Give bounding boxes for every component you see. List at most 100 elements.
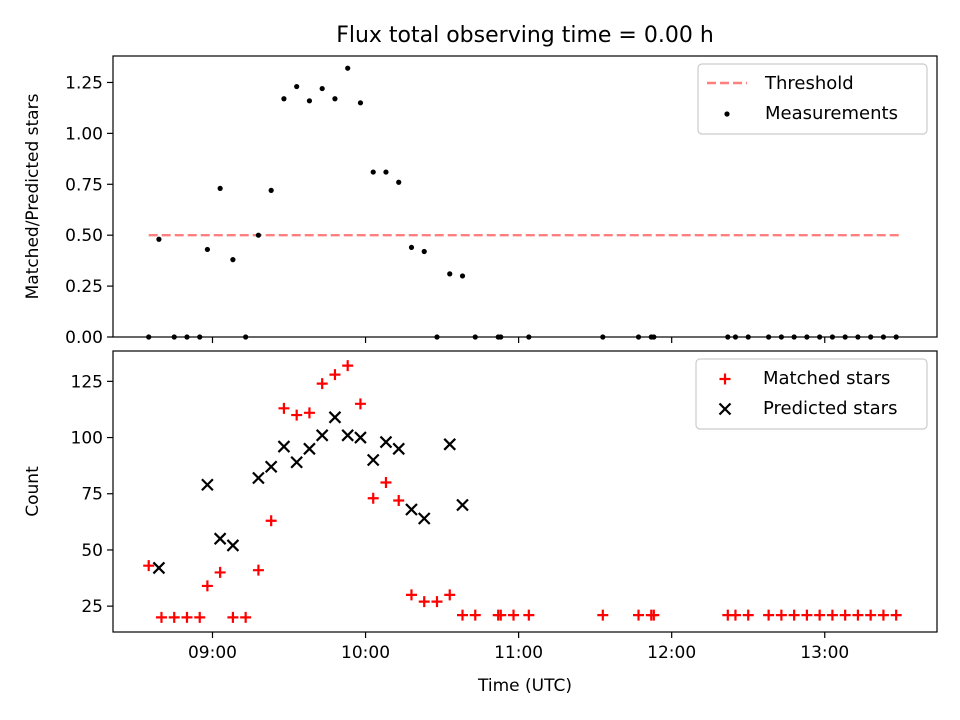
matched-stars-point <box>431 596 443 608</box>
matched-stars-point <box>523 609 535 621</box>
predicted-stars-point <box>303 442 316 456</box>
measurements-point <box>156 236 162 242</box>
measurements-point <box>396 179 402 185</box>
measurements-point <box>357 100 364 106</box>
matched-stars-point <box>367 492 379 504</box>
matched-stars-point <box>181 611 193 623</box>
flux-ratio-marks <box>146 65 902 340</box>
matched-stars-point <box>393 494 405 506</box>
predicted-stars-point <box>366 453 380 467</box>
y-tick-label: 75 <box>81 485 103 505</box>
series-measurements <box>146 65 899 340</box>
measurements-point <box>345 65 351 71</box>
matched-stars-point <box>814 609 826 621</box>
predicted-stars-point <box>341 429 354 442</box>
measurements-point <box>459 273 466 279</box>
matched-stars-point <box>597 609 609 621</box>
measurements-point <box>319 85 325 92</box>
measurements-point <box>332 96 338 102</box>
star-count-y-axis-label: Count <box>23 466 43 517</box>
matched-stars-point <box>633 609 645 621</box>
matched-stars-point <box>495 609 507 621</box>
predicted-stars-point <box>443 438 457 451</box>
matched-stars-point <box>252 564 264 576</box>
y-tick-label: 50 <box>81 541 103 561</box>
predicted-stars-point <box>328 411 342 424</box>
matched-stars-point <box>291 409 303 421</box>
matched-stars-point <box>143 560 155 572</box>
predicted-stars-point <box>152 561 166 575</box>
matched-stars-point <box>775 609 787 621</box>
matched-stars-point <box>826 609 838 621</box>
legend-box <box>697 63 928 135</box>
matched-stars-point <box>852 609 864 621</box>
star-count-marks <box>143 360 902 623</box>
matched-stars-point <box>201 580 213 592</box>
matched-stars-point <box>418 596 430 608</box>
y-tick-label: 1.00 <box>65 124 103 144</box>
predicted-stars-point <box>277 440 291 453</box>
matched-stars-point <box>788 609 800 621</box>
predicted-stars-point <box>290 455 303 469</box>
x-tick-label: 12:00 <box>647 643 696 663</box>
matched-stars-point <box>380 477 392 489</box>
predicted-stars-point <box>379 435 393 449</box>
measurements-point <box>204 246 210 253</box>
x-tick-label: 13:00 <box>800 643 849 663</box>
flux-ratio-legend: Threshold Measurements <box>697 63 928 135</box>
matched-stars-point <box>316 378 328 390</box>
star-count-plot: 09:00 10:00 11:00 12:00 13:00 25 50 75 100 125 C… <box>23 350 938 696</box>
measurements-point <box>294 83 300 90</box>
measurements-point <box>408 244 415 251</box>
legend-handle-measurements <box>724 111 730 117</box>
series-matched-stars <box>143 360 902 623</box>
legend-label-threshold: Threshold <box>764 73 854 94</box>
y-tick-label: 0.50 <box>65 226 103 246</box>
matched-stars-point <box>194 611 206 623</box>
matched-stars-point <box>742 609 754 621</box>
flux-ratio-plot: 0.00 0.25 0.50 0.75 1.00 1.25 Matched/Predict… <box>23 55 938 348</box>
star-count-y-ticks: 25 50 75 100 125 <box>71 372 113 617</box>
x-tick-label: 11:00 <box>494 643 543 663</box>
matched-stars-point <box>240 611 252 623</box>
matched-stars-point <box>303 407 315 419</box>
flux-ratio-y-ticks: 0.00 0.25 0.50 0.75 1.00 1.25 <box>65 73 113 348</box>
y-tick-label: 125 <box>71 372 103 392</box>
predicted-stars-point <box>392 442 405 456</box>
y-tick-label: 25 <box>81 597 103 617</box>
matched-stars-point <box>839 609 851 621</box>
measurements-point <box>255 232 262 238</box>
measurements-point <box>281 96 287 102</box>
legend-box <box>695 358 928 430</box>
legend-handle-matched-stars <box>719 373 731 385</box>
y-tick-label: 1.25 <box>65 73 103 93</box>
matched-stars-point <box>168 611 180 623</box>
matched-stars-point <box>329 369 341 381</box>
measurements-point <box>447 271 453 277</box>
matched-stars-point <box>342 360 354 372</box>
matched-stars-point <box>648 609 660 621</box>
legend-label-measurements: Measurements <box>765 103 898 124</box>
y-tick-label: 0.25 <box>65 277 103 297</box>
predicted-stars-point <box>252 471 265 485</box>
measurements-point <box>230 257 236 263</box>
predicted-stars-point <box>354 431 367 444</box>
matched-stars-point <box>729 609 741 621</box>
predicted-stars-point <box>315 429 329 442</box>
measurements-point <box>370 169 376 175</box>
legend-handle-predicted-stars <box>718 402 732 416</box>
matched-stars-point <box>155 611 167 623</box>
y-tick-label: 100 <box>71 429 103 449</box>
predicted-stars-point <box>405 503 418 516</box>
matched-stars-point <box>227 611 239 623</box>
matched-stars-point <box>265 515 277 527</box>
measurements-point <box>268 187 274 193</box>
matched-stars-point <box>278 402 290 414</box>
predicted-stars-point <box>201 478 214 492</box>
matched-stars-point <box>865 609 877 621</box>
matched-stars-point <box>444 589 456 601</box>
matched-stars-point <box>456 609 468 621</box>
legend-label-matched-stars: Matched stars <box>763 368 890 389</box>
predicted-stars-point <box>226 539 240 552</box>
